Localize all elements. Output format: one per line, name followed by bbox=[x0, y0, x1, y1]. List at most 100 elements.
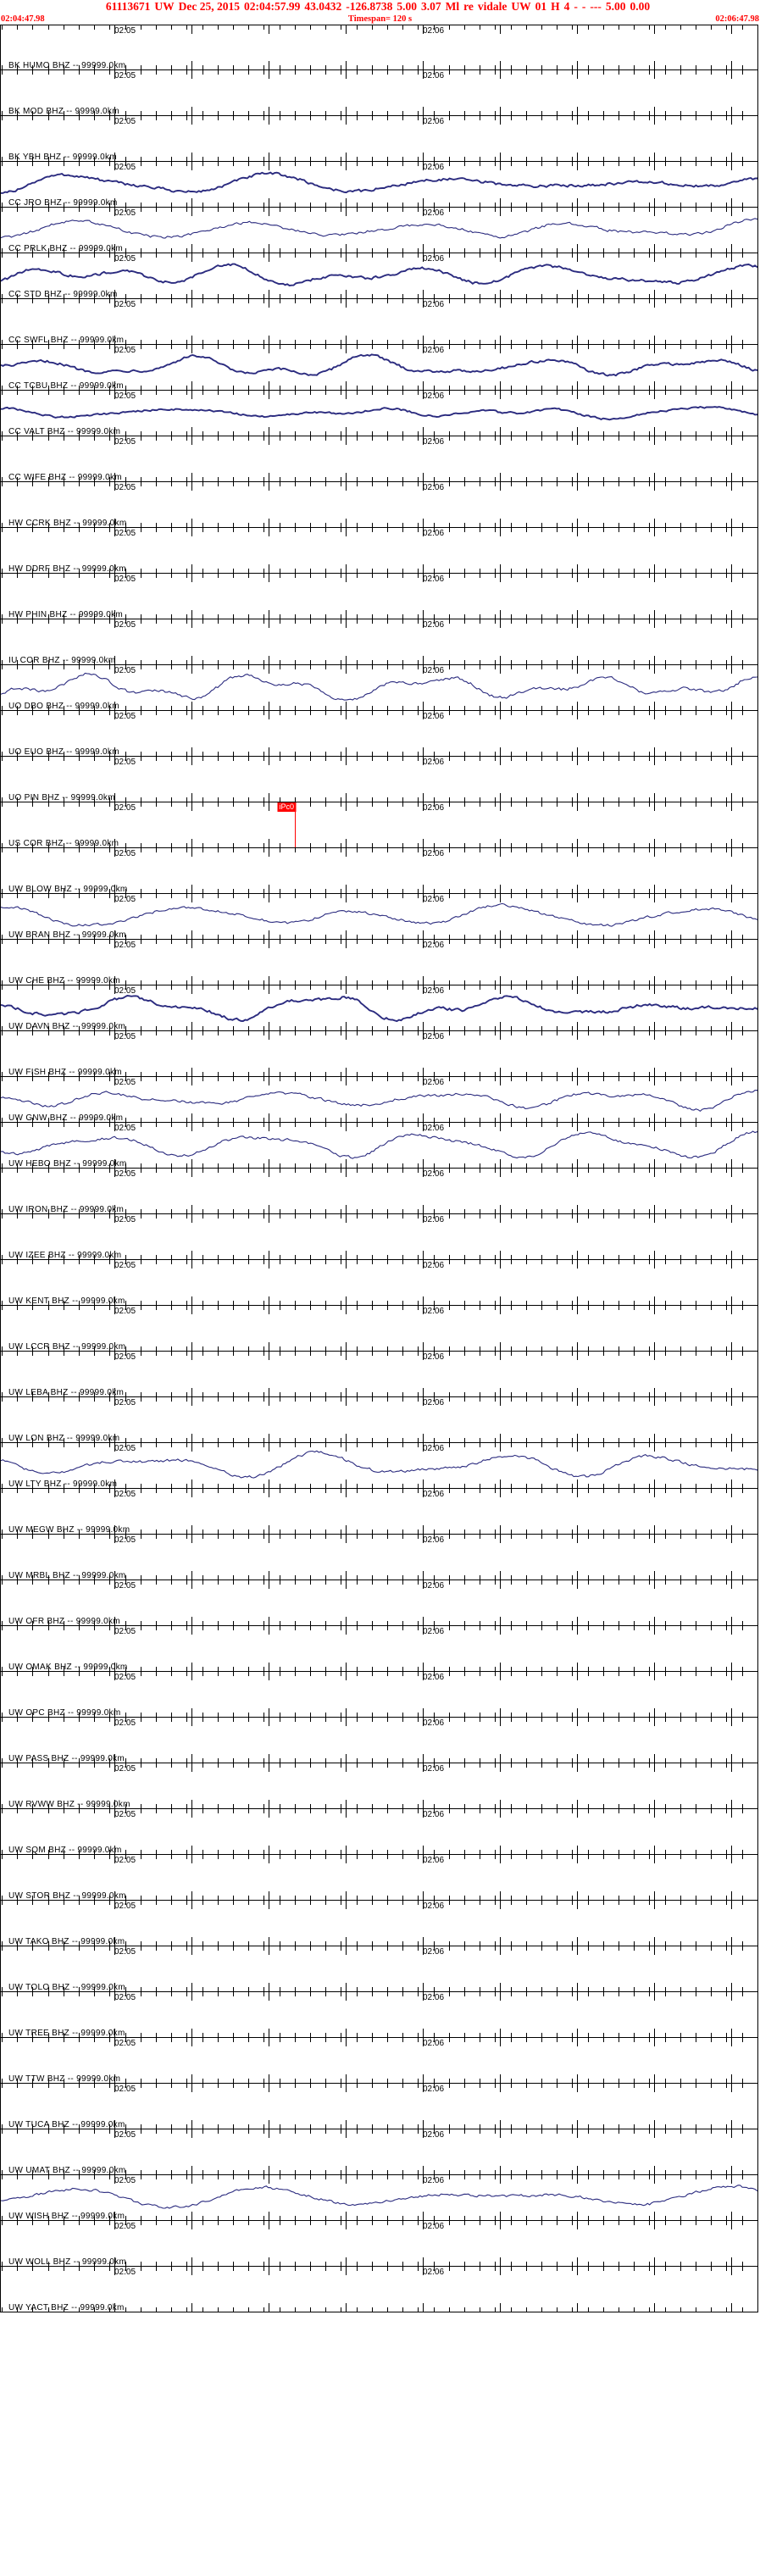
trace-row[interactable]: 02:05 02:06 HW CCRK BHZ -- 99999.0km bbox=[0, 482, 758, 528]
axis-tick-major bbox=[346, 656, 347, 664]
axis-tick-minor bbox=[372, 116, 373, 120]
axis-tick-minor bbox=[186, 1169, 187, 1173]
trace-row[interactable]: 02:05 02:06 HW DDRF BHZ -- 99999.0km bbox=[0, 528, 758, 574]
axis-tick-major bbox=[500, 1260, 501, 1269]
axis-time-label: 02:05 bbox=[114, 163, 136, 172]
axis-tick-minor bbox=[372, 614, 373, 619]
trace-row[interactable]: 02:05 02:06 BK YBH BHZ -- 99999.0km bbox=[0, 116, 758, 162]
axis-tick-minor bbox=[218, 116, 219, 120]
channel-label: HW CCRK BHZ -- 99999.0km bbox=[8, 519, 127, 528]
axis-tick-major bbox=[423, 1251, 424, 1259]
axis-tick-minor bbox=[402, 802, 403, 807]
trace-row[interactable]: 02:05 02:06 CC VALT BHZ -- 99999.0km bbox=[0, 391, 758, 436]
trace-row[interactable]: 02:05 02:06 CC STD BHZ -- 99999.0km bbox=[0, 253, 758, 299]
axis-tick-minor bbox=[295, 1489, 296, 1493]
trace-row[interactable]: 02:05 02:06 UW GNW BHZ -- 99999.0km bbox=[0, 1077, 758, 1123]
trace-row[interactable]: 02:05 02:06 US COR BHZ -- 99999.0km iPc0 bbox=[0, 802, 758, 848]
trace-row[interactable]: 02:05 02:06 BK MOD BHZ -- 99999.0km bbox=[0, 70, 758, 116]
axis-tick-minor bbox=[17, 1306, 18, 1310]
trace-row[interactable]: 02:05 02:06 UW LTY BHZ -- 99999.0km bbox=[0, 1443, 758, 1489]
axis-tick-minor bbox=[418, 1306, 419, 1310]
axis-tick-minor bbox=[48, 1672, 49, 1676]
axis-tick-minor bbox=[48, 1580, 49, 1585]
axis-tick-minor bbox=[372, 1850, 373, 1854]
axis-tick-minor bbox=[757, 1306, 758, 1310]
trace-row[interactable]: 02:05 02:06 UW BRAN BHZ -- 99999.0km bbox=[0, 894, 758, 940]
trace-row[interactable]: 02:05 02:06 UW PASS BHZ -- 99999.0km bbox=[0, 1718, 758, 1763]
axis-tick-minor bbox=[680, 477, 681, 481]
axis-tick-minor bbox=[434, 1255, 435, 1259]
trace-row[interactable]: 02:05 02:06 UW OMAK BHZ -- 99999.0km bbox=[0, 1626, 758, 1672]
axis-tick-minor bbox=[372, 523, 373, 527]
axis-tick-minor bbox=[742, 1352, 743, 1356]
axis-tick-minor bbox=[310, 157, 311, 161]
trace-row[interactable]: 02:05 02:06 UW IRON BHZ -- 99999.0km bbox=[0, 1169, 758, 1214]
trace-row[interactable]: 02:05 02:06 CC TCBU BHZ -- 99999.0km bbox=[0, 345, 758, 391]
axis-tick-major bbox=[500, 1352, 501, 1360]
axis-tick-major bbox=[577, 519, 578, 527]
trace-row[interactable]: 02:05 02:06 UW HEBO BHZ -- 99999.0km bbox=[0, 1123, 758, 1169]
phase-pick-label[interactable]: iPc0 bbox=[277, 802, 296, 812]
axis-tick-minor bbox=[248, 574, 249, 578]
axis-tick-major bbox=[346, 574, 347, 582]
axis-tick-minor bbox=[526, 574, 527, 578]
axis-tick-minor bbox=[665, 848, 666, 852]
axis-tick-major bbox=[577, 1352, 578, 1360]
axis-tick-minor bbox=[171, 574, 172, 578]
axis-tick-minor bbox=[757, 619, 758, 624]
trace-row[interactable]: 02:05 02:06 UW MRBL BHZ -- 99999.0km bbox=[0, 1535, 758, 1580]
trace-row[interactable]: 02:05 02:06 UO PIN BHZ -- 99999.0km bbox=[0, 757, 758, 802]
trace-row[interactable]: 02:05 02:06 HW PHIN BHZ -- 99999.0km bbox=[0, 574, 758, 619]
trace-row[interactable]: 02:05 02:06 UO EUO BHZ -- 99999.0km bbox=[0, 711, 758, 757]
axis-tick-minor bbox=[418, 1346, 419, 1351]
axis-tick-minor bbox=[295, 157, 296, 161]
trace-row[interactable]: 02:05 02:06 UW RVWW BHZ -- 99999.0km bbox=[0, 1763, 758, 1809]
trace-row[interactable]: 02:05 02:06 UW DAVN BHZ -- 99999.0km bbox=[0, 985, 758, 1031]
axis-tick-minor bbox=[649, 1214, 650, 1219]
trace-row[interactable]: 02:05 02:06 UW BLOW BHZ -- 99999.0km bbox=[0, 848, 758, 894]
axis-tick-minor bbox=[680, 889, 681, 893]
axis-tick-minor bbox=[48, 1306, 49, 1310]
axis-tick-major bbox=[500, 1251, 501, 1259]
trace-row[interactable]: 02:05 02:06 UW LEBA BHZ -- 99999.0km bbox=[0, 1352, 758, 1397]
trace-row[interactable]: 02:05 02:06 UW LCCR BHZ -- 99999.0km bbox=[0, 1306, 758, 1352]
trace-row[interactable]: 02:05 02:06 CC JRO BHZ -- 99999.0km bbox=[0, 162, 758, 208]
trace-row[interactable]: 02:05 02:06 UW CHE BHZ -- 99999.0km bbox=[0, 940, 758, 985]
trace-row[interactable]: 02:05 02:06 UW LON BHZ -- 99999.0km bbox=[0, 1397, 758, 1443]
axis-tick-major bbox=[654, 116, 655, 125]
trace-row[interactable]: 02:05 02:06 UO DBO BHZ -- 99999.0km bbox=[0, 665, 758, 711]
axis-tick-minor bbox=[572, 340, 573, 344]
trace-row[interactable]: 02:05 02:06 UW IZEE BHZ -- 99999.0km bbox=[0, 1214, 758, 1260]
axis-tick-minor bbox=[2, 574, 3, 578]
axis-tick-minor bbox=[665, 157, 666, 161]
axis-tick-minor bbox=[511, 157, 512, 161]
trace-row[interactable]: 02:05 02:06 UW FISH BHZ -- 99999.0km bbox=[0, 1031, 758, 1077]
axis-tick-minor bbox=[680, 797, 681, 802]
axis-tick-minor bbox=[557, 340, 558, 344]
trace-row[interactable]: 02:05 02:06 UW SQM BHZ -- 99999.0km bbox=[0, 1809, 758, 1855]
axis-tick-minor bbox=[726, 1763, 727, 1768]
trace-row[interactable]: 02:05 02:06 UW OFR BHZ -- 99999.0km bbox=[0, 1580, 758, 1626]
axis-tick-major bbox=[654, 610, 655, 619]
trace-row[interactable]: 02:05 02:06 CC PRLK BHZ -- 99999.0km bbox=[0, 208, 758, 253]
trace-row[interactable]: 02:05 02:06 UW MEGW BHZ -- 99999.0km bbox=[0, 1489, 758, 1535]
axis-tick-minor bbox=[588, 1535, 589, 1539]
axis-tick-major bbox=[654, 1525, 655, 1534]
trace-row[interactable]: 02:05 02:06 CC SWFL BHZ -- 99999.0km bbox=[0, 299, 758, 345]
trace-row[interactable]: 02:05 02:06 BK HUMO BHZ -- 99999.0km bbox=[0, 25, 758, 70]
axis-tick-minor bbox=[634, 1809, 635, 1813]
trace-row[interactable]: 02:05 02:06 CC WIFE BHZ -- 99999.0km bbox=[0, 436, 758, 482]
axis-tick-minor bbox=[357, 482, 358, 486]
axis-tick-major bbox=[346, 1617, 347, 1625]
trace-row[interactable]: 02:05 02:06 UW KENT BHZ -- 99999.0km bbox=[0, 1260, 758, 1306]
axis-tick-minor bbox=[402, 1758, 403, 1763]
axis-tick-major bbox=[654, 747, 655, 756]
axis-tick-minor bbox=[757, 116, 758, 120]
axis-tick-minor bbox=[464, 1575, 465, 1579]
axis-tick-minor bbox=[32, 1626, 33, 1630]
axis-tick-minor bbox=[372, 660, 373, 664]
axis-tick-minor bbox=[295, 1031, 296, 1035]
trace-row[interactable]: 02:05 02:06 IU COR BHZ -- 99999.0km bbox=[0, 619, 758, 665]
axis-tick-minor bbox=[526, 299, 527, 303]
trace-row[interactable]: 02:05 02:06 UW OPC BHZ -- 99999.0km bbox=[0, 1672, 758, 1718]
